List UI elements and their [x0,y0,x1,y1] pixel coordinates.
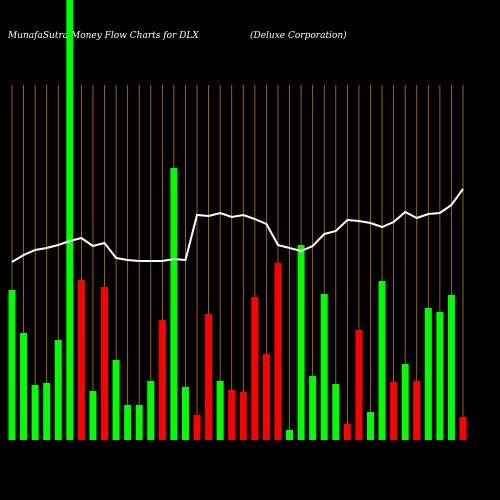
bar [262,354,270,440]
bar [309,376,317,440]
bar [147,381,155,440]
bar [66,0,74,440]
bar [135,405,143,440]
bar [101,287,109,440]
bar [286,430,294,440]
bar [355,330,363,440]
bar [89,391,97,440]
bar [228,390,236,440]
bar [193,415,201,440]
bar [366,412,374,440]
bar [251,297,259,440]
bar [239,392,247,440]
bar [297,245,305,440]
bar [170,168,178,440]
bar [216,381,224,440]
bar [459,417,467,440]
bar [332,384,340,440]
bar [413,381,421,440]
bar [343,424,351,440]
bar [181,387,189,440]
bar [20,333,28,440]
bar [43,383,51,440]
bar [320,294,328,440]
bar [31,385,39,440]
bar [158,320,166,440]
bar [8,290,16,440]
bar [401,364,409,440]
bar [112,360,120,440]
bar [274,263,282,440]
bar [54,340,62,440]
bar [390,382,398,440]
chart-subtitle: (Deluxe Corporation) [250,30,347,41]
bar [124,405,132,440]
money-flow-line [11,188,464,263]
bar [424,308,432,440]
bar [205,314,213,440]
chart-title: MunafaSutra Money Flow Charts for DLX [7,31,199,41]
bar [77,280,85,440]
bar [436,312,444,440]
bar [447,295,455,440]
bar [378,281,386,440]
